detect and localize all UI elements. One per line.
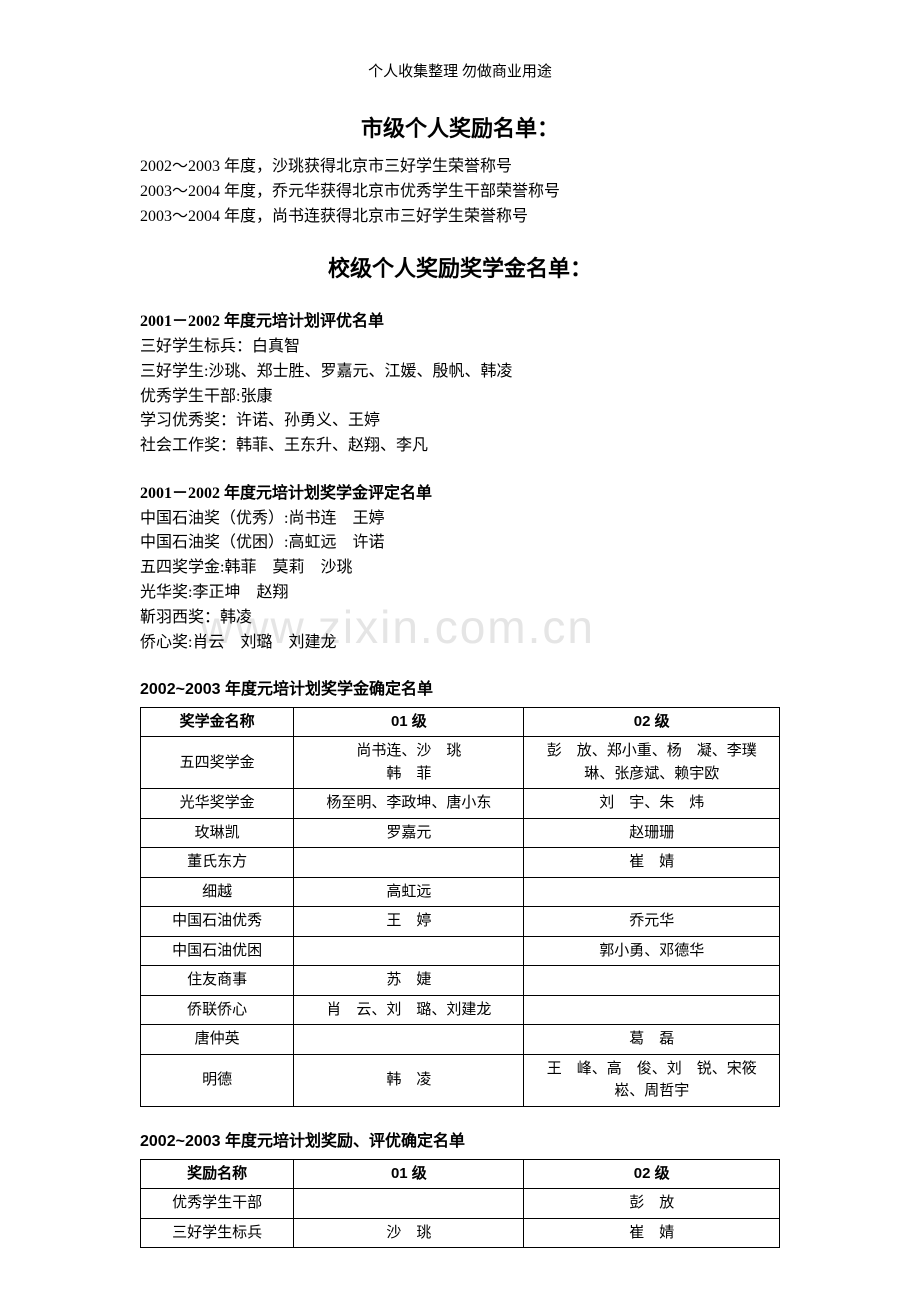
table-header: 02 级 [524,1159,780,1189]
award-table-2: 奖励名称 01 级 02 级 优秀学生干部彭 放 三好学生标兵沙 珧崔 婧 [140,1159,780,1249]
table-header: 01 级 [294,707,524,737]
section1-body: 2002～2003 年度，沙珧获得北京市三好学生荣誉称号 2003～2004 年… [140,155,780,229]
page-content: 个人收集整理 勿做商业用途 市级个人奖励名单： 2002～2003 年度，沙珧获… [140,60,780,1248]
table-header-row: 奖学金名称 01 级 02 级 [141,707,780,737]
section1-line: 2003～2004 年度，尚书连获得北京市三好学生荣誉称号 [140,205,780,230]
table-row: 细越高虹远 [141,877,780,907]
section2-title: 校级个人奖励奖学金名单： [140,251,780,283]
block1-title: 2001－2002 年度元培计划评优名单 [140,309,780,335]
block1-line: 三好学生:沙珧、郑士胜、罗嘉元、江媛、殷帆、韩凌 [140,360,780,385]
table-row: 光华奖学金杨至明、李政坤、唐小东刘 宇、朱 炜 [141,789,780,819]
table2-title: 2002~2003 年度元培计划奖励、评优确定名单 [140,1129,780,1155]
table-row: 优秀学生干部彭 放 [141,1189,780,1219]
table-row: 董氏东方崔 婧 [141,848,780,878]
table-row: 五四奖学金尚书连、沙 珧韩 菲彭 放、郑小重、杨 凝、李璞琳、张彦斌、赖宇欧 [141,737,780,789]
block1-line: 优秀学生干部:张康 [140,385,780,410]
table-header: 01 级 [294,1159,524,1189]
table-row: 唐仲英葛 磊 [141,1025,780,1055]
table-row: 玫琳凯罗嘉元赵珊珊 [141,818,780,848]
header-note: 个人收集整理 勿做商业用途 [140,60,780,81]
block1: 2001－2002 年度元培计划评优名单 三好学生标兵：白真智 三好学生:沙珧、… [140,309,780,459]
block2-title: 2001－2002 年度元培计划奖学金评定名单 [140,481,780,507]
table-header: 02 级 [524,707,780,737]
table-header-row: 奖励名称 01 级 02 级 [141,1159,780,1189]
block1-line: 学习优秀奖：许诺、孙勇义、王婷 [140,409,780,434]
block2-line: 中国石油奖（优困）:高虹远 许诺 [140,531,780,556]
block2-line: 靳羽西奖：韩凌 [140,606,780,631]
section1-line: 2003～2004 年度，乔元华获得北京市优秀学生干部荣誉称号 [140,180,780,205]
table-row: 住友商事苏 婕 [141,966,780,996]
block2-line: 光华奖:李正坤 赵翔 [140,581,780,606]
table-row: 中国石油优困郭小勇、邓德华 [141,936,780,966]
table1-title: 2002~2003 年度元培计划奖学金确定名单 [140,677,780,703]
block1-line: 三好学生标兵：白真智 [140,335,780,360]
block1-line: 社会工作奖：韩菲、王东升、赵翔、李凡 [140,434,780,459]
table-header: 奖学金名称 [141,707,294,737]
section1-line: 2002～2003 年度，沙珧获得北京市三好学生荣誉称号 [140,155,780,180]
table-row: 中国石油优秀王 婷乔元华 [141,907,780,937]
table-row: 侨联侨心肖 云、刘 璐、刘建龙 [141,995,780,1025]
scholarship-table-1: 奖学金名称 01 级 02 级 五四奖学金尚书连、沙 珧韩 菲彭 放、郑小重、杨… [140,707,780,1107]
table1-block: 2002~2003 年度元培计划奖学金确定名单 奖学金名称 01 级 02 级 … [140,677,780,1107]
block2-line: 侨心奖:肖云 刘璐 刘建龙 [140,631,780,656]
block2: 2001－2002 年度元培计划奖学金评定名单 中国石油奖（优秀）:尚书连 王婷… [140,481,780,655]
table-header: 奖励名称 [141,1159,294,1189]
block2-line: 五四奖学金:韩菲 莫莉 沙珧 [140,556,780,581]
section1-title: 市级个人奖励名单： [140,111,780,143]
table-row: 明德韩 凌王 峰、高 俊、刘 锐、宋筱崧、周哲宇 [141,1054,780,1106]
table-row: 三好学生标兵沙 珧崔 婧 [141,1218,780,1248]
block2-line: 中国石油奖（优秀）:尚书连 王婷 [140,507,780,532]
table2-block: 2002~2003 年度元培计划奖励、评优确定名单 奖励名称 01 级 02 级… [140,1129,780,1248]
